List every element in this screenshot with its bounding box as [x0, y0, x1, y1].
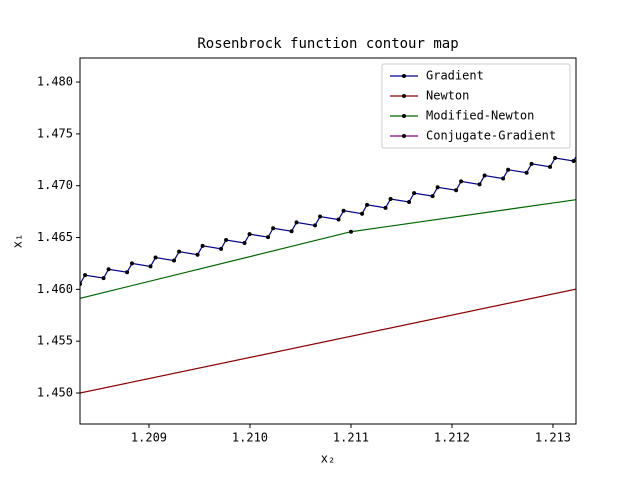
series-point [553, 155, 558, 160]
series-point [313, 223, 318, 228]
series-line [80, 199, 576, 299]
series-point [348, 229, 353, 234]
y-tick-label: 1.475 [37, 126, 73, 140]
series-point [242, 240, 247, 245]
y-tick-label: 1.460 [37, 282, 73, 296]
series-point [106, 267, 111, 272]
series-point [459, 179, 464, 184]
series-point [383, 205, 388, 210]
series-point [430, 194, 435, 199]
series-point [454, 188, 459, 193]
x-tick-label: 1.212 [434, 431, 470, 445]
series-point [130, 261, 135, 266]
series-point [529, 161, 534, 166]
series-point [435, 185, 440, 190]
plot-area [46, 150, 581, 394]
x-axis-label: x₂ [321, 452, 335, 466]
series-point [271, 226, 276, 231]
series-point [412, 191, 417, 196]
series-point [125, 270, 130, 275]
series-point [153, 255, 158, 260]
series-point [224, 237, 229, 242]
x-tick-label: 1.209 [131, 431, 167, 445]
series-point [365, 202, 370, 207]
series-point [477, 182, 482, 187]
series-point [336, 217, 341, 222]
legend-box [381, 63, 571, 149]
series-point [195, 252, 200, 257]
series-point [289, 229, 294, 234]
series-point [524, 170, 529, 175]
series-point [501, 176, 506, 181]
legend-label: Modified-Newton [426, 109, 534, 123]
x-tick-label: 1.210 [232, 431, 268, 445]
legend-label: Gradient [426, 69, 484, 83]
y-tick-label: 1.470 [37, 178, 73, 192]
series-point [341, 208, 346, 213]
legend-marker [402, 94, 406, 98]
series-point [172, 258, 177, 263]
legend-label: Conjugate-Gradient [426, 129, 556, 143]
series-point [506, 167, 511, 172]
series-point [407, 199, 412, 204]
series-point [388, 196, 393, 201]
y-tick-label: 1.450 [37, 386, 73, 400]
series-point [577, 150, 581, 154]
legend-marker [402, 74, 406, 78]
series-point [101, 276, 106, 281]
chart-title: Rosenbrock function contour map [197, 36, 458, 52]
y-tick-label: 1.465 [37, 230, 73, 244]
series-point [83, 273, 88, 278]
series-point [482, 173, 487, 178]
x-tick-label: 1.213 [535, 431, 571, 445]
series-line [80, 155, 576, 285]
series-point [148, 264, 153, 269]
series-point [219, 246, 224, 251]
series-point [548, 164, 553, 169]
x-tick-label: 1.211 [333, 431, 369, 445]
series-point [200, 243, 205, 248]
y-axis-label: x₁ [11, 234, 25, 248]
series-line [80, 288, 576, 394]
series-point [266, 235, 271, 240]
legend-marker [402, 134, 406, 138]
y-tick-label: 1.455 [37, 334, 73, 348]
series-point [571, 158, 576, 163]
axes-frame [79, 57, 577, 425]
series-point [294, 220, 299, 225]
series-point [360, 211, 365, 216]
series-point [177, 249, 182, 254]
y-tick-label: 1.480 [37, 75, 73, 89]
legend-marker [402, 114, 406, 118]
series-point [46, 304, 50, 308]
series-point [318, 214, 323, 219]
series-point [247, 232, 252, 237]
legend-label: Newton [426, 89, 469, 103]
